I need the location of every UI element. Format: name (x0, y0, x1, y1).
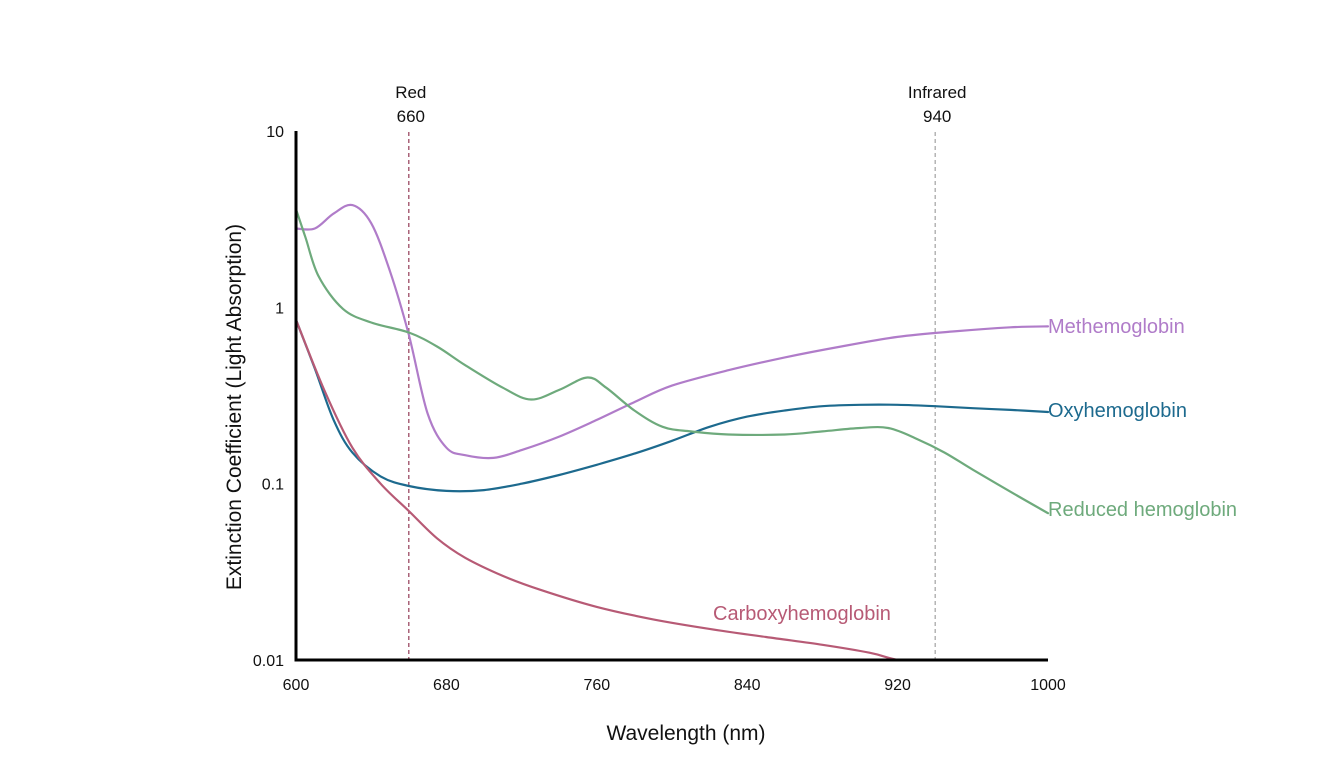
y-tick-label-0.1: 0.1 (262, 477, 284, 494)
series-label-methemoglobin: Methemoglobin (1048, 316, 1185, 338)
x-tick-label-840: 840 (734, 677, 761, 694)
annotation-value-660: 660 (397, 107, 425, 126)
series-labels: Methemoglobin Oxyhemoglobin Reduced hemogl… (713, 316, 1237, 625)
annotation-label-940: Infrared (908, 83, 967, 102)
series-line-oxyhemoglobin (294, 318, 1050, 493)
x-tick-label-680: 680 (433, 677, 460, 694)
series-line-reduced-hemoglobin (294, 208, 1050, 515)
series-label-carboxyhemoglobin: Carboxyhemoglobin (713, 603, 891, 625)
y-tick-label-0.01: 0.01 (253, 653, 284, 670)
series-layer (294, 203, 1050, 662)
tick-labels: 600 680 760 840 920 1000 10 1 0.1 0.01 (253, 124, 1066, 694)
series-label-reduced-hemoglobin: Reduced hemoglobin (1048, 499, 1237, 521)
series-line-carboxyhemoglobin (294, 318, 899, 662)
x-tick-label-760: 760 (583, 677, 610, 694)
y-tick-label-10: 10 (266, 124, 284, 141)
series-label-oxyhemoglobin: Oxyhemoglobin (1048, 400, 1187, 422)
annotation-layer: Red 660 Infrared 940 (395, 83, 966, 659)
y-tick-label-1: 1 (275, 300, 284, 317)
annotation-label-660: Red (395, 83, 426, 102)
y-axis-title: Extinction Coefficient (Light Absorption… (223, 224, 246, 590)
x-tick-label-600: 600 (283, 677, 310, 694)
series-line-methemoglobin (294, 203, 1050, 460)
annotation-value-940: 940 (923, 107, 951, 126)
x-axis-title: Wavelength (nm) (606, 722, 765, 745)
x-tick-label-920: 920 (884, 677, 911, 694)
axes (294, 131, 1048, 662)
x-tick-label-1000: 1000 (1030, 677, 1066, 694)
